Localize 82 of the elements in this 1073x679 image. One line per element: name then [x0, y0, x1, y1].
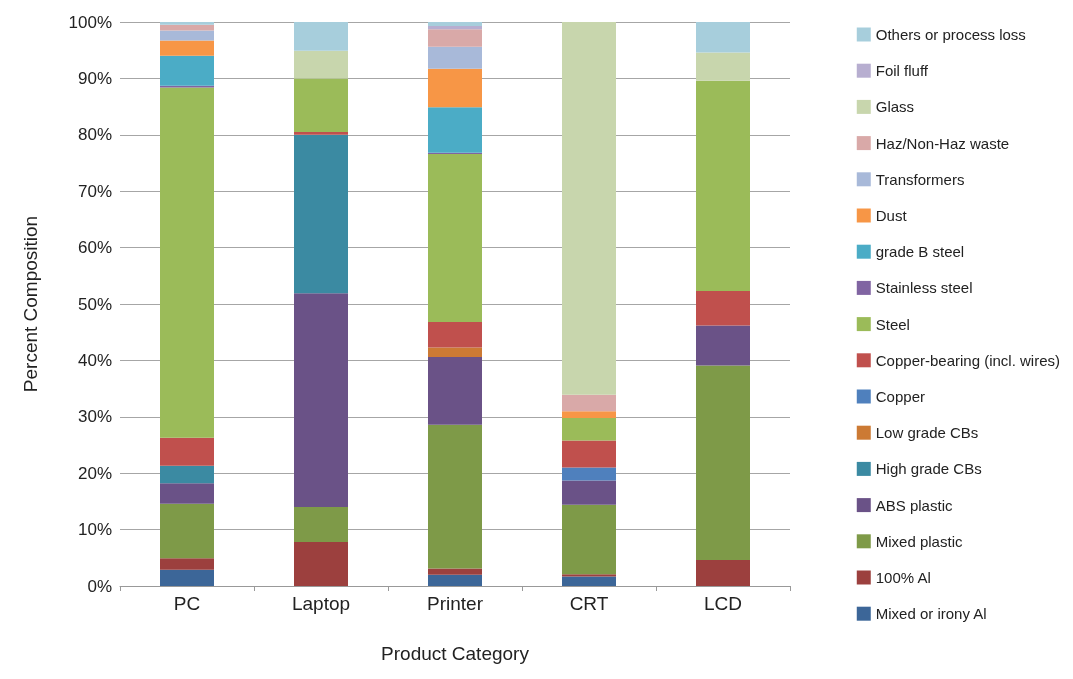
bar [160, 569, 214, 586]
bar [428, 107, 482, 153]
x-tick-label: CRT [569, 593, 609, 614]
bar [160, 40, 214, 56]
legend-label: Copper-bearing (incl. wires) [875, 351, 1060, 369]
x-axis-title: Product Category [381, 643, 530, 664]
y-tick-label: 90% [77, 68, 112, 88]
legend-label: Others or process loss [875, 26, 1026, 43]
legend-label: Copper [875, 388, 925, 405]
y-tick-label: 40% [77, 350, 112, 370]
x-tick-label: Printer [427, 593, 484, 614]
bar [428, 153, 482, 323]
bar [562, 394, 616, 412]
bar [160, 465, 214, 484]
bar [696, 291, 750, 326]
bar [428, 357, 482, 425]
bar [428, 68, 482, 108]
bar [562, 467, 616, 481]
legend-label: grade B steel [875, 243, 965, 261]
legend-label: Transformers [875, 170, 965, 188]
bar [696, 22, 750, 53]
legend-label: Mixed or irony Al [875, 605, 987, 623]
y-tick-label: 10% [77, 520, 112, 540]
legend-label: Stainless steel [875, 279, 973, 297]
bar [160, 483, 214, 504]
bar [562, 504, 616, 575]
bar [160, 558, 214, 570]
bar [294, 78, 348, 132]
x-tick-label: Laptop [291, 593, 351, 614]
bar [562, 417, 616, 441]
bar [562, 411, 616, 418]
bar [428, 574, 482, 586]
legend-label: High grade CBs [875, 460, 982, 478]
legend-label: Steel [875, 315, 910, 333]
bar [294, 507, 348, 543]
y-tick-label: 20% [77, 463, 112, 483]
legend-label: ABS plastic [875, 496, 953, 514]
legend-label: 100% Al [875, 569, 931, 586]
bar [696, 325, 750, 366]
legend-label: Haz/Non-Haz waste [875, 134, 1010, 152]
bar [160, 87, 214, 438]
y-tick-label: 70% [77, 181, 112, 201]
y-tick-label: 0% [87, 576, 112, 596]
bar [294, 293, 348, 508]
legend-label: Low grade CBs [875, 424, 979, 442]
legend-label: Glass [875, 98, 915, 116]
bar [428, 322, 482, 348]
y-tick-label: 50% [77, 294, 112, 314]
bar [428, 46, 482, 69]
bar [696, 560, 750, 586]
bar [696, 52, 750, 81]
bar [294, 134, 348, 294]
bar [294, 50, 348, 79]
bar [428, 568, 482, 575]
bar [294, 131, 348, 135]
bar [294, 22, 348, 51]
y-tick-label: 60% [77, 238, 112, 258]
bar [294, 542, 348, 586]
legend-label: Foil fluff [875, 62, 929, 80]
bar [428, 29, 482, 47]
bar [160, 22, 214, 25]
y-tick-label: 100% [68, 12, 112, 32]
x-tick-label: PC [173, 593, 201, 614]
bar [160, 503, 214, 559]
bar [562, 576, 616, 586]
bar [696, 365, 750, 561]
bar [562, 440, 616, 468]
legend-label: Mixed plastic [875, 532, 963, 550]
bar [428, 424, 482, 569]
bar [428, 22, 482, 26]
y-tick-label: 80% [77, 125, 112, 145]
bar [160, 437, 214, 466]
legend-label: Dust [875, 207, 908, 224]
bar [562, 22, 616, 395]
bar [160, 55, 214, 86]
x-tick-label: LCD [703, 593, 743, 614]
y-axis-title: Percent Composition [20, 215, 41, 393]
bar [696, 80, 750, 292]
bar [428, 347, 482, 358]
bar [160, 30, 214, 41]
bar [562, 480, 616, 505]
y-tick-label: 30% [77, 407, 112, 427]
